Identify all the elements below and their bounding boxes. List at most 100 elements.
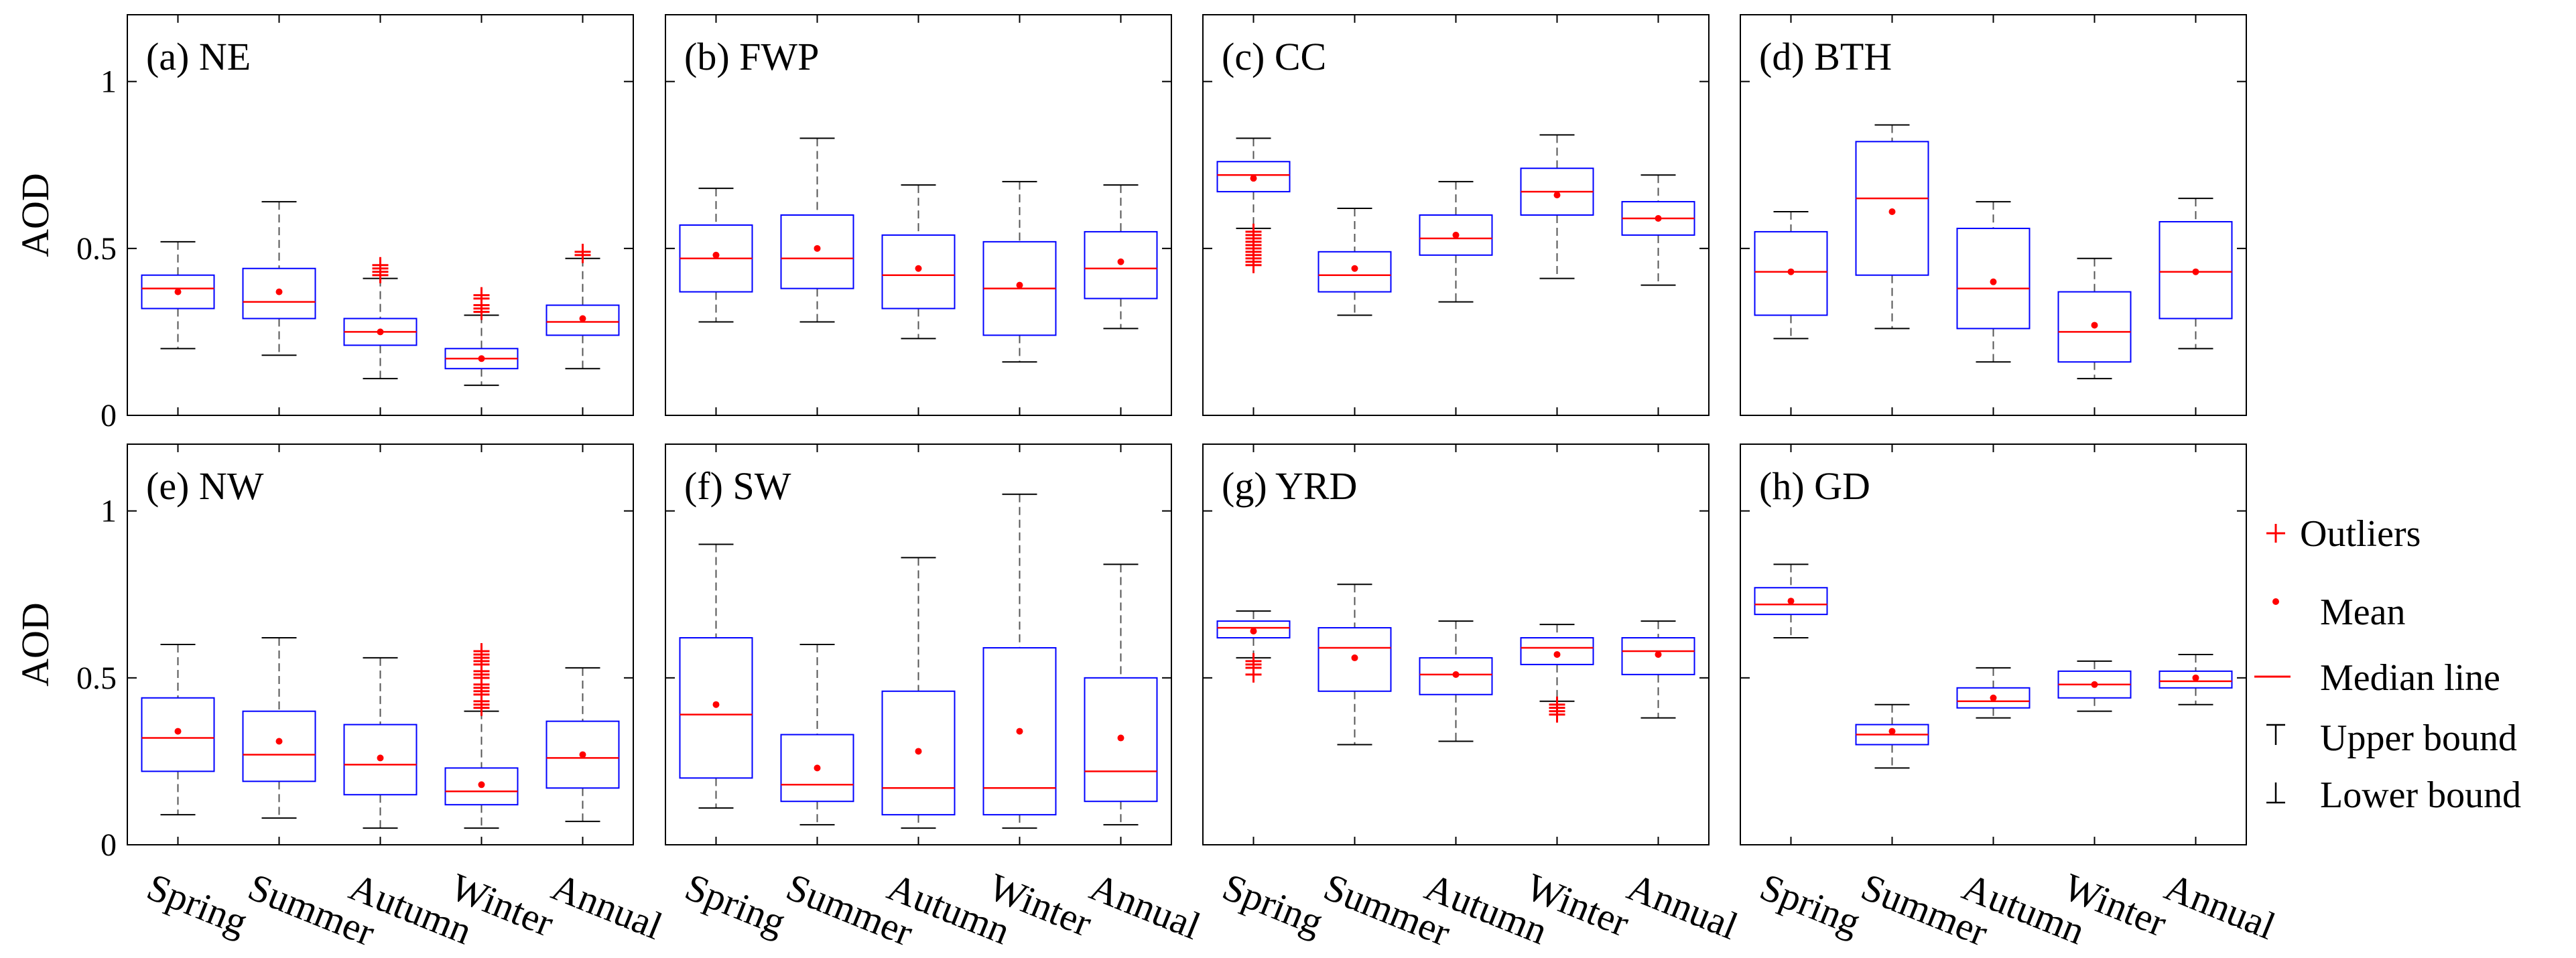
mean-marker xyxy=(1452,671,1460,678)
category-label: Annual xyxy=(546,865,669,948)
legend-mean-marker xyxy=(2272,598,2279,605)
box-iqr xyxy=(545,720,620,789)
mean-marker xyxy=(478,355,485,362)
panel-frame xyxy=(127,443,634,845)
box-iqr xyxy=(1520,637,1594,665)
box-iqr xyxy=(982,646,1057,816)
outlier-marker xyxy=(372,257,389,273)
outlier-marker xyxy=(574,243,591,260)
outlier-marker xyxy=(1549,696,1565,713)
legend-lower-bound-marker xyxy=(2266,782,2285,804)
y-tick-label: 1 xyxy=(101,64,117,100)
box-iqr xyxy=(1956,227,2031,330)
mean-marker xyxy=(712,251,720,259)
category-label: Spring xyxy=(1754,865,1867,944)
mean-marker xyxy=(1452,231,1460,238)
mean-marker xyxy=(915,265,922,272)
box-iqr xyxy=(881,690,956,816)
legend-lower-label: Lower bound xyxy=(2320,774,2521,816)
category-label: Annual xyxy=(1622,865,1744,948)
mean-marker xyxy=(2091,322,2098,329)
mean-marker xyxy=(2091,681,2098,688)
mean-marker xyxy=(1990,694,1997,701)
box-iqr xyxy=(2159,220,2233,320)
mean-marker xyxy=(478,781,485,789)
category-label: Annual xyxy=(1084,865,1207,948)
mean-marker xyxy=(2192,268,2199,275)
panel-title: (g) YRD xyxy=(1222,464,1357,508)
y-tick-label: 0.5 xyxy=(76,231,117,267)
mean-marker xyxy=(712,701,720,708)
box-iqr xyxy=(1216,620,1291,639)
box-iqr xyxy=(242,267,316,320)
mean-marker xyxy=(1655,651,1662,658)
mean-marker xyxy=(2192,674,2199,681)
box-iqr xyxy=(141,697,215,772)
mean-marker xyxy=(1250,175,1257,182)
mean-marker xyxy=(915,748,922,755)
outlier-marker xyxy=(473,642,490,659)
legend-upper-label: Upper bound xyxy=(2320,717,2517,759)
mean-marker xyxy=(377,754,384,762)
mean-marker xyxy=(1250,628,1257,635)
panel-title: (b) FWP xyxy=(684,35,819,78)
y-tick-label: 0 xyxy=(101,827,117,863)
panel-title: (a) NE xyxy=(146,35,251,78)
mean-marker xyxy=(1117,734,1124,742)
box-iqr xyxy=(343,724,417,796)
mean-marker xyxy=(377,328,384,336)
mean-marker xyxy=(275,738,283,745)
mean-marker xyxy=(174,728,182,735)
box-iqr xyxy=(780,734,854,803)
legend-outliers-label: Outliers xyxy=(2300,513,2421,555)
category-label: Spring xyxy=(141,865,254,944)
y-tick-label: 0.5 xyxy=(76,661,117,696)
mean-marker xyxy=(1655,214,1662,222)
box-iqr xyxy=(1855,141,1929,276)
outlier-marker xyxy=(1245,223,1262,240)
panel-title: (d) BTH xyxy=(1759,35,1892,78)
mean-marker xyxy=(1117,258,1124,265)
outlier-marker xyxy=(473,287,490,303)
mean-marker xyxy=(1016,728,1023,735)
y-axis-title: AOD xyxy=(13,602,57,687)
mean-marker xyxy=(1553,651,1561,658)
mean-marker xyxy=(1888,208,1896,216)
mean-marker xyxy=(1787,268,1795,275)
box-iqr xyxy=(1317,627,1392,692)
mean-marker xyxy=(1787,598,1795,605)
mean-marker xyxy=(1990,278,1997,285)
panel-title: (h) GD xyxy=(1759,464,1870,508)
legend-upper-bound-marker xyxy=(2266,724,2285,745)
category-label: Spring xyxy=(1217,865,1330,944)
box-iqr xyxy=(545,304,620,336)
legend-median-label: Median line xyxy=(2320,657,2500,699)
box-iqr xyxy=(1084,677,1158,803)
legend-outlier-marker xyxy=(2266,524,2285,543)
box-iqr xyxy=(1956,687,2031,709)
panel-title: (f) SW xyxy=(684,464,791,508)
mean-marker xyxy=(174,288,182,295)
box-iqr xyxy=(141,274,215,310)
box-iqr xyxy=(242,710,316,782)
box-iqr xyxy=(1754,587,1828,616)
legend-mean-label: Mean xyxy=(2320,592,2406,633)
box-iqr xyxy=(1419,214,1493,256)
box-iqr xyxy=(1754,230,1828,316)
mean-marker xyxy=(814,764,821,772)
mean-marker xyxy=(579,751,586,758)
mean-marker xyxy=(275,288,283,295)
y-tick-label: 1 xyxy=(101,494,117,529)
box-iqr xyxy=(1317,251,1392,293)
outlier-marker xyxy=(1245,653,1262,669)
mean-marker xyxy=(1351,654,1358,661)
panel-frame xyxy=(1740,443,2247,845)
panel-title: (e) NW xyxy=(146,464,264,508)
mean-marker xyxy=(814,245,821,252)
panel-title: (c) CC xyxy=(1222,35,1326,78)
box-iqr xyxy=(1084,230,1158,299)
box-iqr xyxy=(679,637,753,779)
box-iqr xyxy=(881,234,956,310)
mean-marker xyxy=(1351,265,1358,272)
